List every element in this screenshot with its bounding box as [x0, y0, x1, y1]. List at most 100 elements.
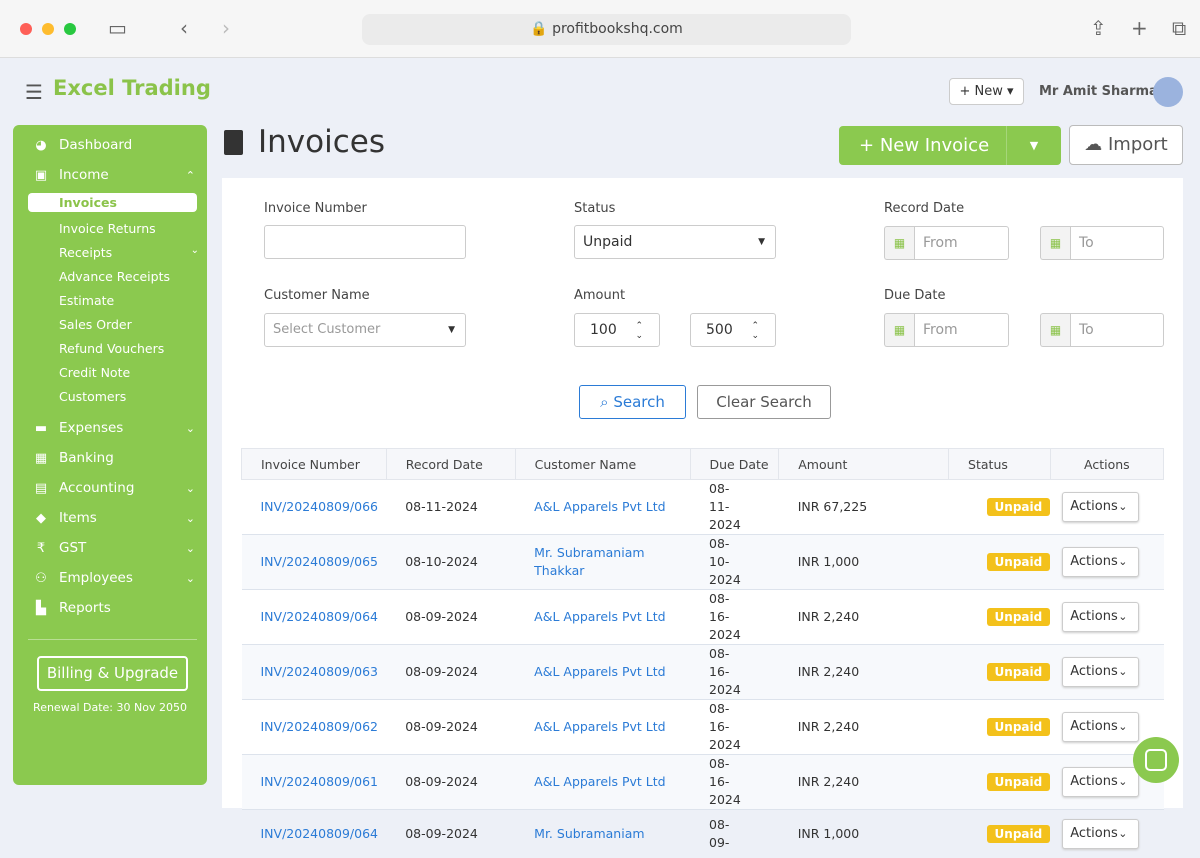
search-button[interactable]: ⌕ Search [579, 385, 686, 419]
status-badge: Unpaid [987, 825, 1051, 843]
new-invoice-button[interactable]: + New Invoice▼ [839, 126, 1061, 165]
invoice-link[interactable]: INV/20240809/062 [261, 719, 379, 734]
user-name[interactable]: Mr Amit Sharma [1039, 84, 1158, 99]
forward-icon[interactable]: › [222, 16, 230, 40]
label: New Invoice [880, 135, 989, 156]
customer-link[interactable]: A&L Apparels Pvt Ltd [534, 774, 665, 789]
invoice-link[interactable]: INV/20240809/064 [261, 609, 379, 624]
due-date: 08-11-2024 [709, 481, 741, 532]
label: Receipts [59, 245, 112, 260]
amount: INR 67,225 [798, 499, 867, 514]
sidebar-sub-credit-note[interactable]: Credit Note [59, 365, 199, 380]
invoice-link[interactable]: INV/20240809/065 [261, 554, 379, 569]
chat-button[interactable] [1133, 737, 1179, 783]
cell: INV/20240809/065 [242, 535, 387, 590]
column-header: Record Date [386, 449, 515, 480]
actions-dropdown[interactable]: Actions [1062, 602, 1139, 632]
sidebar-item-dashboard[interactable]: ◕Dashboard [33, 137, 195, 153]
sidebar-item-expenses[interactable]: ▬Expenses⌄ [33, 420, 195, 436]
sidebar-item-banking[interactable]: ▦Banking [33, 450, 195, 466]
share-icon[interactable]: ⇪ [1090, 16, 1107, 40]
sidebar-toggle-icon[interactable]: ▭ [108, 16, 127, 40]
caret-down-icon[interactable]: ▼ [1006, 126, 1061, 165]
renewal-date: Renewal Date: 30 Nov 2050 [13, 701, 207, 714]
actions-dropdown[interactable]: Actions [1062, 767, 1139, 797]
calendar-icon[interactable]: ▦ [884, 226, 914, 260]
record-date-from[interactable]: From [914, 226, 1009, 260]
actions-dropdown[interactable]: Actions [1062, 819, 1139, 849]
record-date-to[interactable]: To [1070, 226, 1164, 260]
minimize-window-button[interactable] [42, 23, 54, 35]
invoice-link[interactable]: INV/20240809/064 [261, 826, 379, 841]
brand-logo[interactable]: Excel Trading [53, 76, 211, 100]
tabs-icon[interactable]: ⧉ [1172, 16, 1186, 40]
sidebar-sub-advance-receipts[interactable]: Advance Receipts [59, 269, 199, 284]
sidebar-item-gst[interactable]: ₹GST⌄ [33, 540, 195, 556]
back-icon[interactable]: ‹ [180, 16, 188, 40]
new-dropdown-button[interactable]: + New ▾ [949, 78, 1024, 105]
billing-upgrade-button[interactable]: Billing & Upgrade [37, 656, 188, 691]
amount: INR 2,240 [798, 664, 859, 679]
invoice-link[interactable]: INV/20240809/061 [261, 774, 379, 789]
chevron-down-icon: ⌄ [186, 422, 195, 435]
customer-link[interactable]: A&L Apparels Pvt Ltd [534, 719, 665, 734]
calendar-icon[interactable]: ▦ [1040, 226, 1070, 260]
sidebar-sub-customers[interactable]: Customers [59, 389, 199, 404]
cell: Unpaid [949, 535, 1051, 590]
sidebar-sub-estimate[interactable]: Estimate [59, 293, 199, 308]
maximize-window-button[interactable] [64, 23, 76, 35]
label: GST [59, 540, 86, 556]
due-date-to[interactable]: To [1070, 313, 1164, 347]
cell: Actions ⌄ [1050, 535, 1163, 590]
sidebar-item-employees[interactable]: ⚇Employees⌄ [33, 570, 195, 586]
sidebar-item-accounting[interactable]: ▤Accounting⌄ [33, 480, 195, 496]
invoice-link[interactable]: INV/20240809/066 [261, 499, 379, 514]
address-bar[interactable]: 🔒 profitbookshq.com [362, 14, 851, 45]
sidebar-sub-invoice-returns[interactable]: Invoice Returns [59, 221, 199, 236]
customer-link[interactable]: A&L Apparels Pvt Ltd [534, 499, 665, 514]
import-button[interactable]: ☁ Import [1069, 125, 1183, 165]
sidebar-item-income[interactable]: ▣Income⌃ [33, 167, 195, 183]
menu-icon[interactable]: ☰ [25, 80, 43, 104]
spinner-icon[interactable]: ⌃⌄ [751, 321, 759, 341]
placeholder: Select Customer [273, 322, 380, 337]
sidebar-sub-sales-order[interactable]: Sales Order [59, 317, 199, 332]
label: Import [1108, 134, 1168, 155]
rupee-icon: ₹ [33, 541, 49, 556]
customer-link[interactable]: Mr. Subramaniam [534, 826, 644, 841]
actions-dropdown[interactable]: Actions [1062, 547, 1139, 577]
customer-select[interactable]: Select Customer▼ [264, 313, 466, 347]
clear-search-button[interactable]: Clear Search [697, 385, 831, 419]
sidebar-sub-invoices[interactable]: Invoices [28, 193, 197, 212]
invoice-link[interactable]: INV/20240809/063 [261, 664, 379, 679]
amount-min-input[interactable]: 100⌃⌄ [574, 313, 660, 347]
actions-dropdown[interactable]: Actions [1062, 657, 1139, 687]
status-select[interactable]: Unpaid▼ [574, 225, 776, 259]
avatar[interactable] [1153, 77, 1183, 107]
url-text: profitbookshq.com [552, 21, 683, 37]
new-tab-icon[interactable]: + [1131, 16, 1148, 40]
sidebar-sub-receipts[interactable]: Receipts⌄ [59, 245, 199, 260]
calendar-icon[interactable]: ▦ [1040, 313, 1070, 347]
sidebar-sub-refund-vouchers[interactable]: Refund Vouchers [59, 341, 199, 356]
status-badge: Unpaid [987, 498, 1051, 516]
customer-link[interactable]: A&L Apparels Pvt Ltd [534, 664, 665, 679]
caret-down-icon: ▼ [758, 226, 765, 258]
invoice-number-input[interactable] [264, 225, 466, 259]
tag-icon: ◆ [33, 511, 49, 526]
sidebar-item-items[interactable]: ◆Items⌄ [33, 510, 195, 526]
amount-max-input[interactable]: 500⌃⌄ [690, 313, 776, 347]
close-window-button[interactable] [20, 23, 32, 35]
chevron-down-icon: ⌄ [1115, 665, 1128, 678]
spinner-icon[interactable]: ⌃⌄ [635, 321, 643, 341]
actions-dropdown[interactable]: Actions [1062, 712, 1139, 742]
actions-dropdown[interactable]: Actions [1062, 492, 1139, 522]
sidebar-item-reports[interactable]: ▙Reports [33, 600, 195, 616]
cell: 08-09-2024 [386, 590, 515, 645]
due-date-from[interactable]: From [914, 313, 1009, 347]
customer-link[interactable]: A&L Apparels Pvt Ltd [534, 609, 665, 624]
customer-link[interactable]: Mr. Subramaniam Thakkar [534, 545, 644, 578]
calendar-icon[interactable]: ▦ [884, 313, 914, 347]
column-header: Invoice Number [242, 449, 387, 480]
record-date: 08-09-2024 [405, 719, 478, 734]
